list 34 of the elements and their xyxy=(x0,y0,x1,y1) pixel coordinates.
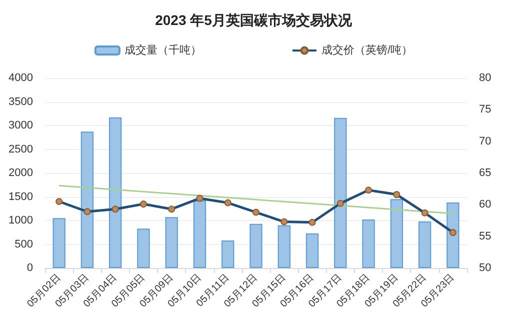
bar xyxy=(362,220,375,268)
bar xyxy=(109,117,122,268)
bar xyxy=(390,199,403,268)
bar xyxy=(137,228,150,268)
y2-tick-label: 80 xyxy=(479,72,492,84)
y2-tick-label: 65 xyxy=(479,167,492,179)
y-tick-label: 3500 xyxy=(8,96,33,108)
y2-tick-label: 60 xyxy=(479,198,492,211)
bar xyxy=(80,132,94,268)
y-tick-label: 2500 xyxy=(8,143,33,156)
y-tick-label: 2000 xyxy=(8,167,33,179)
y-tick-label: 1000 xyxy=(8,214,33,226)
bar xyxy=(222,240,234,268)
y2-tick-label: 70 xyxy=(479,135,492,148)
y-tick-label: 4000 xyxy=(8,72,33,84)
y-tick-label: 3000 xyxy=(8,120,33,132)
bar xyxy=(334,118,347,268)
bar xyxy=(52,218,66,268)
legend-label: 成交量（千吨） xyxy=(124,44,202,56)
chart-title: 2023 年5月英国碳市场交易状况 xyxy=(155,12,353,28)
bar xyxy=(306,233,319,268)
y-tick-label: 0 xyxy=(26,262,33,274)
bar xyxy=(250,224,262,268)
y2-tick-label: 75 xyxy=(479,104,492,116)
bar xyxy=(278,225,290,268)
bar xyxy=(418,221,432,268)
y2-tick-label: 50 xyxy=(479,262,492,274)
bar xyxy=(193,200,206,268)
bar xyxy=(165,217,178,268)
y2-tick-label: 55 xyxy=(479,230,492,242)
y-tick-label: 500 xyxy=(14,238,33,250)
y-tick-label: 1500 xyxy=(8,190,33,203)
legend-label: 成交价（英镑/吨） xyxy=(321,44,413,56)
bar xyxy=(446,202,460,268)
